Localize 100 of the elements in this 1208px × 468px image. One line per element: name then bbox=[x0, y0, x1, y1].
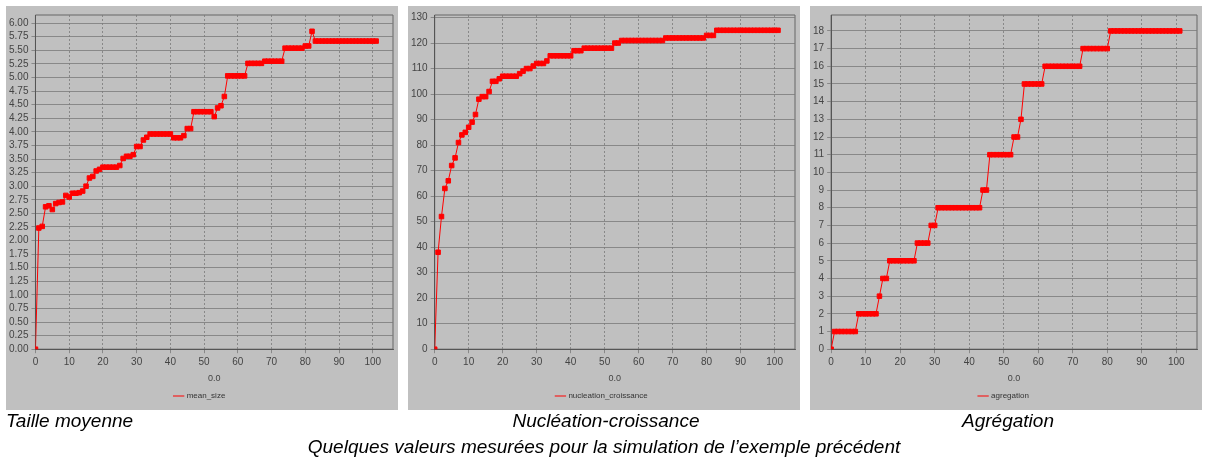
x-tick-label: 70 bbox=[667, 355, 679, 367]
y-tick-label: 12 bbox=[813, 130, 825, 142]
x-tick-label: 10 bbox=[463, 355, 475, 367]
y-tick-label: 2.00 bbox=[8, 234, 29, 246]
y-tick-label: 5.25 bbox=[8, 57, 29, 69]
y-tick-label: 15 bbox=[813, 77, 825, 89]
x-tick-label: 90 bbox=[333, 355, 346, 367]
x-tick-label: 40 bbox=[164, 355, 177, 367]
x-tick-label: 100 bbox=[766, 355, 784, 367]
x-tick-label: 80 bbox=[299, 355, 312, 367]
y-tick-label: 18 bbox=[813, 24, 825, 36]
y-tick-label: 11 bbox=[813, 148, 825, 160]
legend-label: mean_size bbox=[186, 391, 226, 401]
x-tick-label: 30 bbox=[531, 355, 543, 367]
y-tick-label: 100 bbox=[411, 87, 429, 99]
y-tick-label: 9 bbox=[818, 183, 825, 195]
y-tick-label: 0 bbox=[818, 342, 825, 354]
x-tick-label: 0 bbox=[32, 355, 39, 367]
y-tick-label: 13 bbox=[813, 113, 825, 125]
y-tick-label: 8 bbox=[818, 201, 825, 213]
y-tick-label: 4 bbox=[818, 272, 825, 284]
y-tick-label: 2.50 bbox=[8, 207, 29, 219]
x-axis-title: 0.0 bbox=[1007, 373, 1021, 384]
x-tick-label: 50 bbox=[198, 355, 211, 367]
x-tick-label: 40 bbox=[963, 355, 976, 367]
x-tick-label: 100 bbox=[364, 355, 382, 367]
y-tick-label: 0.75 bbox=[8, 302, 29, 314]
y-tick-label: 20 bbox=[416, 291, 429, 303]
x-tick-label: 20 bbox=[497, 355, 509, 367]
y-tick-label: 0 bbox=[422, 342, 429, 354]
y-tick-label: 1 bbox=[818, 325, 825, 337]
text: Taille moyenne bbox=[6, 410, 135, 433]
y-tick-label: 17 bbox=[813, 42, 825, 54]
x-tick-label: 80 bbox=[701, 355, 713, 367]
y-tick-label: 3.75 bbox=[8, 139, 29, 151]
y-tick-label: 1.00 bbox=[8, 288, 29, 300]
x-tick-label: 80 bbox=[1101, 355, 1114, 367]
x-tick-label: 30 bbox=[929, 355, 941, 367]
legend-label: nucleation_croissance bbox=[568, 391, 649, 401]
y-tick-label: 10 bbox=[416, 317, 429, 329]
x-tick-label: 40 bbox=[565, 355, 577, 367]
y-tick-label: 0.25 bbox=[8, 329, 29, 341]
text: Quelques valeurs mesurées pour la simulation de l’exemple précédent bbox=[306, 436, 902, 458]
y-tick-label: 1.25 bbox=[8, 275, 29, 287]
text: Nucléation-croissance bbox=[511, 410, 701, 433]
y-tick-label: 3 bbox=[818, 289, 825, 301]
y-tick-label: 3.25 bbox=[8, 166, 29, 178]
x-tick-label: 10 bbox=[860, 355, 872, 367]
y-tick-label: 50 bbox=[416, 215, 429, 227]
y-tick-label: 90 bbox=[416, 113, 429, 125]
x-tick-label: 70 bbox=[266, 355, 278, 367]
x-tick-label: 60 bbox=[232, 355, 244, 367]
y-tick-label: 1.75 bbox=[8, 247, 29, 259]
x-tick-label: 60 bbox=[1032, 355, 1045, 367]
x-tick-label: 10 bbox=[63, 355, 76, 367]
y-tick-label: 4.50 bbox=[8, 98, 29, 110]
x-tick-label: 50 bbox=[599, 355, 611, 367]
x-tick-label: 70 bbox=[1067, 355, 1079, 367]
y-tick-label: 4.25 bbox=[8, 112, 29, 123]
text: Agrégation bbox=[960, 410, 1055, 433]
x-tick-label: 20 bbox=[894, 355, 907, 367]
y-tick-label: 120 bbox=[411, 36, 429, 48]
y-tick-label: 2.75 bbox=[8, 193, 29, 205]
y-tick-label: 80 bbox=[416, 138, 429, 150]
y-tick-label: 60 bbox=[416, 189, 429, 201]
y-tick-label: 30 bbox=[416, 266, 429, 278]
x-tick-label: 50 bbox=[998, 355, 1010, 367]
y-tick-label: 3.00 bbox=[8, 179, 29, 191]
y-tick-label: 0.00 bbox=[8, 342, 29, 354]
y-tick-label: 110 bbox=[411, 62, 429, 74]
y-tick-label: 70 bbox=[416, 164, 429, 176]
x-tick-label: 100 bbox=[1167, 355, 1186, 367]
y-tick-label: 4.75 bbox=[8, 84, 29, 96]
y-tick-label: 5.00 bbox=[8, 71, 29, 83]
x-tick-label: 90 bbox=[1136, 355, 1148, 367]
y-tick-label: 130 bbox=[411, 11, 429, 23]
y-tick-label: 5.75 bbox=[8, 30, 29, 42]
y-tick-label: 5.50 bbox=[8, 44, 29, 56]
x-tick-label: 0 bbox=[828, 355, 835, 367]
y-tick-label: 4.00 bbox=[8, 125, 29, 137]
y-tick-label: 16 bbox=[813, 60, 825, 72]
x-tick-label: 90 bbox=[735, 355, 747, 367]
legend-label: agregation bbox=[991, 391, 1029, 401]
x-tick-label: 0 bbox=[431, 355, 438, 367]
y-tick-label: 40 bbox=[416, 240, 429, 252]
y-tick-label: 5 bbox=[818, 254, 825, 266]
y-tick-label: 6.00 bbox=[8, 16, 29, 28]
y-tick-label: 2 bbox=[818, 307, 825, 319]
y-tick-label: 6 bbox=[818, 236, 825, 248]
y-tick-label: 14 bbox=[813, 95, 825, 107]
y-tick-label: 7 bbox=[818, 219, 825, 231]
x-tick-label: 60 bbox=[633, 355, 645, 367]
y-tick-label: 0.50 bbox=[8, 315, 29, 327]
y-tick-label: 3.50 bbox=[8, 152, 29, 164]
x-tick-label: 20 bbox=[97, 355, 109, 367]
x-tick-label: 30 bbox=[131, 355, 143, 367]
x-axis-title: 0.0 bbox=[207, 373, 221, 384]
y-tick-label: 2.25 bbox=[8, 220, 29, 232]
y-tick-label: 10 bbox=[813, 166, 825, 178]
y-tick-label: 1.50 bbox=[8, 261, 29, 273]
